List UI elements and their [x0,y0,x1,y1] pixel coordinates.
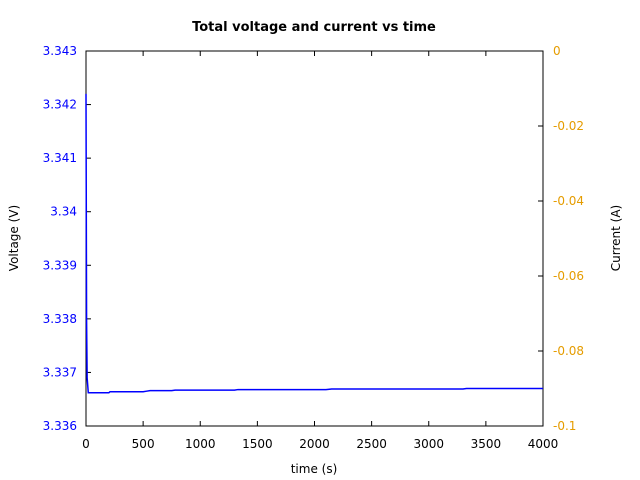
right-tick-label: -0.06 [553,269,584,283]
x-tick-label: 500 [132,437,155,451]
left-tick-label: 3.34 [50,205,77,219]
x-tick-label: 2000 [299,437,330,451]
chart-title: Total voltage and current vs time [192,20,436,35]
x-axis-label: time (s) [291,462,338,476]
x-tick-label: 1500 [242,437,273,451]
left-axis-ticks: 3.336 3.337 3.338 3.339 3.34 3.341 3.342 3.343 [43,44,91,433]
plot-frame [85,50,544,427]
x-tick-label: 1000 [185,437,216,451]
x-tick-label: 3500 [471,437,502,451]
left-tick-label: 3.339 [43,258,77,272]
right-axis-label: Current (A) [609,205,623,271]
voltage-series-line [85,93,543,394]
left-tick-label: 3.342 [43,98,77,112]
x-axis-ticks: 0 500 1000 1500 2000 2500 3000 3500 4000 [82,51,558,451]
x-tick-label: 2500 [356,437,387,451]
left-tick-label: 3.337 [43,365,77,379]
right-tick-label: -0.1 [553,419,576,433]
series-group [85,93,543,394]
right-tick-label: -0.04 [553,194,584,208]
right-axis-ticks: -0.1 -0.08 -0.06 -0.04 -0.02 0 [538,44,584,433]
left-tick-label: 3.341 [43,151,77,165]
x-tick-label: 3000 [413,437,444,451]
x-tick-label: 4000 [528,437,559,451]
x-tick-label: 0 [82,437,90,451]
left-tick-label: 3.343 [43,44,77,58]
left-tick-label: 3.336 [43,419,77,433]
left-axis-label: Voltage (V) [7,205,21,271]
right-tick-label: -0.02 [553,119,584,133]
left-tick-label: 3.338 [43,312,77,326]
right-tick-label: 0 [553,44,561,58]
right-tick-label: -0.08 [553,344,584,358]
